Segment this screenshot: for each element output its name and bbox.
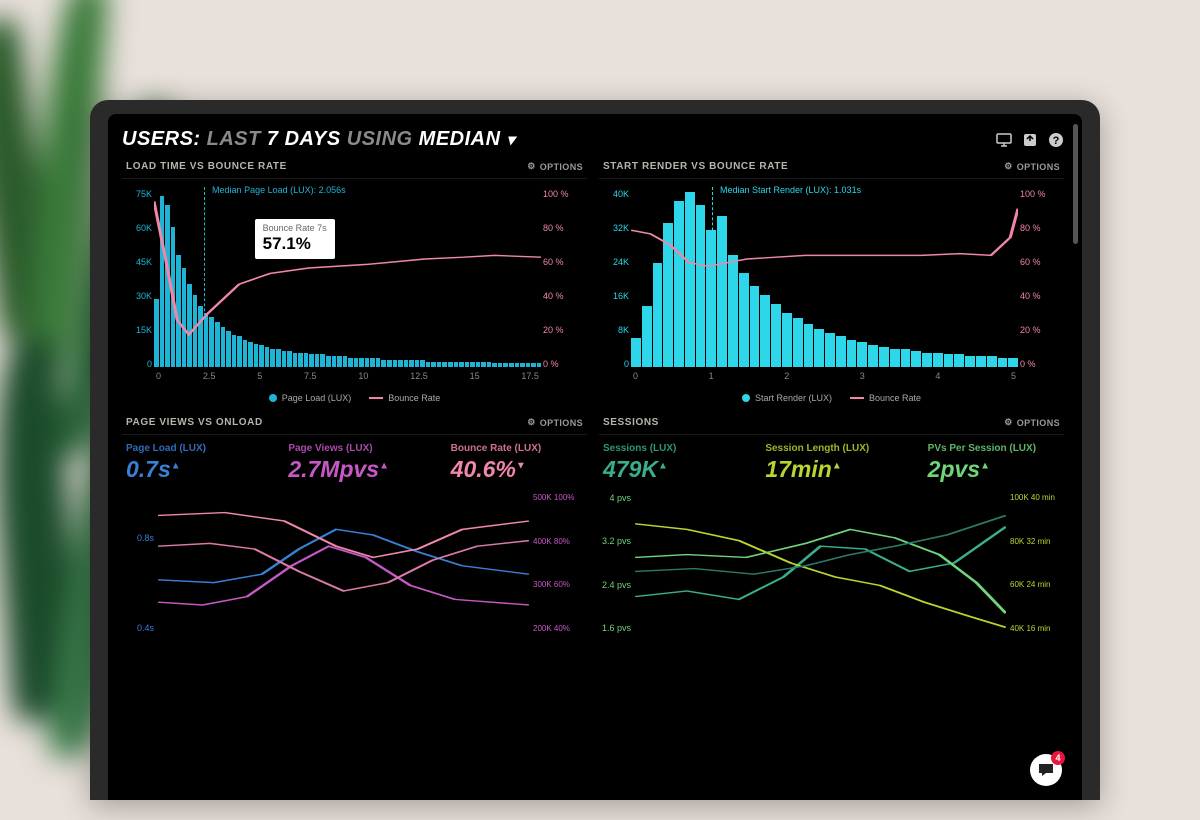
panel2-options[interactable]: ⚙ OPTIONS (1004, 161, 1060, 172)
panel-sessions: SESSIONS ⚙ OPTIONS Sessions (LUX) 479K▲S… (599, 415, 1064, 642)
trend-icon: ▲ (980, 460, 990, 471)
dashboard-screen: USERS: LAST 7 DAYS USING MEDIAN ▾ ? LOAD… (108, 114, 1082, 800)
panel4-y-right: 100K 40 min80K 32 min60K 24 min40K 16 mi… (1010, 493, 1062, 633)
options-label: OPTIONS (540, 418, 583, 428)
svg-text:?: ? (1053, 135, 1060, 147)
metric-value: 0.7s▲ (126, 456, 258, 483)
options-label: OPTIONS (540, 162, 583, 172)
panel3-y-right: 500K 100%400K 80%300K 60%200K 40% (533, 493, 585, 633)
metric-value: 40.6%▼ (451, 456, 583, 483)
panel2-bounce-line (631, 187, 1018, 367)
panel1-chart: 75K60K45K30K15K0 100 %80 %60 %40 %20 %0 … (122, 179, 587, 389)
page-header: USERS: LAST 7 DAYS USING MEDIAN ▾ ? (122, 128, 1064, 151)
panel1-options[interactable]: ⚙ OPTIONS (527, 161, 583, 172)
panel1-plot: Median Page Load (LUX): 2.056s Bounce Ra… (154, 187, 541, 367)
chat-button[interactable]: 4 (1030, 754, 1062, 786)
panel2-y-left: 40K32K24K16K8K0 (603, 189, 629, 369)
panel1-median-line (204, 187, 205, 367)
panel3-chart: 0.8s0.4s 500K 100%400K 80%300K 60%200K 4… (122, 487, 587, 642)
panel4-metrics: Sessions (LUX) 479K▲ Session Length (LUX)… (599, 435, 1064, 487)
panel4-plot (635, 493, 1006, 633)
gear-icon: ⚙ (1004, 161, 1012, 172)
trend-icon: ▲ (379, 460, 389, 471)
trend-icon: ▲ (658, 460, 668, 471)
metric-value: 2pvs▲ (928, 456, 1060, 483)
title-using: USING (347, 128, 413, 150)
share-icon[interactable] (1022, 132, 1038, 148)
legend-bar-label: Page Load (LUX) (282, 393, 352, 403)
title-days: 7 DAYS (267, 128, 341, 150)
panel3-lines (158, 493, 529, 633)
panel1-bounce-line (154, 187, 541, 367)
panel2-legend: Start Render (LUX) Bounce Rate (599, 393, 1064, 403)
chat-badge: 4 (1051, 751, 1065, 765)
legend-bar-label: Start Render (LUX) (755, 393, 832, 403)
help-icon[interactable]: ? (1048, 132, 1064, 148)
legend-dot-icon (742, 394, 750, 402)
panels-grid: LOAD TIME VS BOUNCE RATE ⚙ OPTIONS 75K60… (122, 159, 1064, 642)
legend-line-label: Bounce Rate (869, 393, 921, 403)
panel2-chart: 40K32K24K16K8K0 100 %80 %60 %40 %20 %0 %… (599, 179, 1064, 389)
panel1-tooltip: Bounce Rate 7s 57.1% (255, 219, 335, 258)
title-last: LAST (207, 128, 261, 150)
chat-icon (1037, 761, 1055, 779)
header-actions: ? (996, 132, 1064, 148)
gear-icon: ⚙ (1004, 417, 1012, 428)
panel2-median-label: Median Start Render (LUX): 1.031s (720, 185, 861, 195)
scrollbar[interactable] (1073, 124, 1078, 244)
panel3-y-left: 0.8s0.4s (124, 493, 154, 633)
panel1-legend: Page Load (LUX) Bounce Rate (122, 393, 587, 403)
monitor-icon[interactable] (996, 132, 1012, 148)
panel2-x-axis: 012345 (631, 371, 1018, 381)
panel4-y-left: 4 pvs3.2 pvs2.4 pvs1.6 pvs (601, 493, 631, 633)
panel2-plot: Median Start Render (LUX): 1.031s (631, 187, 1018, 367)
legend-dot-icon (269, 394, 277, 402)
page-title-dropdown[interactable]: USERS: LAST 7 DAYS USING MEDIAN ▾ (122, 128, 515, 151)
legend-line-icon (369, 397, 383, 399)
metric-label: PVs Per Session (LUX) (928, 443, 1060, 454)
metric-label: Sessions (LUX) (603, 443, 735, 454)
panel4-options[interactable]: ⚙ OPTIONS (1004, 417, 1060, 428)
panel-start-render: START RENDER VS BOUNCE RATE ⚙ OPTIONS 40… (599, 159, 1064, 403)
panel2-y-right: 100 %80 %60 %40 %20 %0 % (1020, 189, 1060, 369)
panel3-options[interactable]: ⚙ OPTIONS (527, 417, 583, 428)
panel-page-views: PAGE VIEWS VS ONLOAD ⚙ OPTIONS Page Load… (122, 415, 587, 642)
title-median: MEDIAN (419, 128, 501, 150)
panel4-lines (635, 493, 1006, 633)
metric-label: Session Length (LUX) (765, 443, 897, 454)
gear-icon: ⚙ (527, 161, 535, 172)
options-label: OPTIONS (1017, 418, 1060, 428)
chevron-down-icon: ▾ (507, 132, 516, 149)
gear-icon: ⚙ (527, 417, 535, 428)
panel4-chart: 4 pvs3.2 pvs2.4 pvs1.6 pvs 100K 40 min80… (599, 487, 1064, 642)
panel1-title: LOAD TIME VS BOUNCE RATE (126, 161, 287, 172)
panel1-y-right: 100 %80 %60 %40 %20 %0 % (543, 189, 583, 369)
metric-value: 17min▲ (765, 456, 897, 483)
metric-label: Page Load (LUX) (126, 443, 258, 454)
panel3-title: PAGE VIEWS VS ONLOAD (126, 417, 263, 428)
panel-load-time: LOAD TIME VS BOUNCE RATE ⚙ OPTIONS 75K60… (122, 159, 587, 403)
metric-value: 479K▲ (603, 456, 735, 483)
trend-icon: ▲ (832, 460, 842, 471)
panel1-y-left: 75K60K45K30K15K0 (126, 189, 152, 369)
panel3-metrics: Page Load (LUX) 0.7s▲ Page Views (LUX) 2.… (122, 435, 587, 487)
laptop-frame: USERS: LAST 7 DAYS USING MEDIAN ▾ ? LOAD… (90, 100, 1100, 800)
panel3-plot (158, 493, 529, 633)
trend-icon: ▲ (171, 460, 181, 471)
legend-line-label: Bounce Rate (388, 393, 440, 403)
tooltip-value: 57.1% (263, 234, 327, 254)
metric-label: Bounce Rate (LUX) (451, 443, 583, 454)
legend-line-icon (850, 397, 864, 399)
metric-value: 2.7Mpvs▲ (288, 456, 420, 483)
options-label: OPTIONS (1017, 162, 1060, 172)
tooltip-label: Bounce Rate 7s (263, 223, 327, 234)
panel4-title: SESSIONS (603, 417, 659, 428)
title-prefix: USERS: (122, 128, 201, 150)
metric-label: Page Views (LUX) (288, 443, 420, 454)
panel2-title: START RENDER VS BOUNCE RATE (603, 161, 788, 172)
panel1-x-axis: 02.557.51012.51517.5 (154, 371, 541, 381)
panel1-median-label: Median Page Load (LUX): 2.056s (212, 185, 346, 195)
trend-icon: ▼ (516, 460, 526, 471)
panel2-median-line (712, 187, 713, 367)
